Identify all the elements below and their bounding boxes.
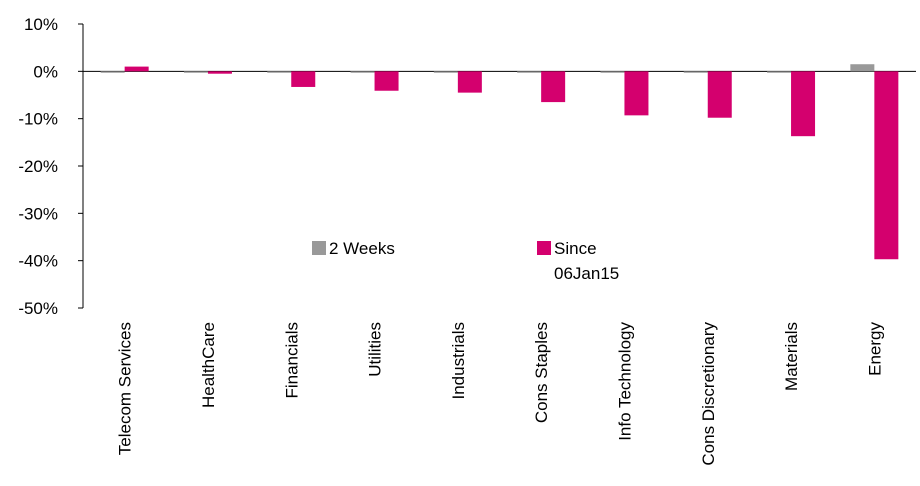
axes	[78, 23, 916, 309]
bar-since-06jan15	[124, 66, 149, 72]
x-tick-label: Telecom Services	[116, 322, 135, 455]
y-tick-label: -40%	[18, 252, 58, 271]
bars	[100, 64, 899, 260]
bar-since-06jan15	[791, 71, 816, 137]
bar-two-weeks	[767, 71, 792, 73]
legend: 2 Weeks Since 06Jan15	[312, 239, 619, 283]
y-tick-labels: 10% 0% -10% -20% -30% -40% -50%	[18, 15, 58, 318]
bar-two-weeks	[517, 71, 542, 73]
bar-since-06jan15	[541, 71, 566, 103]
bar-two-weeks	[683, 71, 708, 73]
bar-since-06jan15	[707, 71, 732, 118]
x-tick-label: Energy	[865, 322, 884, 376]
bar-two-weeks	[183, 71, 208, 73]
y-tick-label: -30%	[18, 204, 58, 223]
bar-two-weeks	[267, 71, 292, 73]
y-tick-label: -20%	[18, 157, 58, 176]
x-tick-labels: Telecom Services HealthCare Financials Util…	[116, 322, 885, 466]
bar-since-06jan15	[291, 71, 316, 87]
x-tick-label: Cons Staples	[532, 322, 551, 423]
bar-two-weeks	[350, 71, 375, 73]
bar-since-06jan15	[624, 71, 649, 116]
legend-swatch	[312, 241, 326, 255]
x-tick-label: Financials	[282, 322, 301, 399]
y-tick-label: -50%	[18, 299, 58, 318]
legend-label: 2 Weeks	[329, 239, 395, 258]
bar-since-06jan15	[207, 71, 232, 74]
bar-two-weeks	[100, 71, 125, 73]
x-tick-label: Info Technology	[615, 322, 634, 441]
bar-since-06jan15	[374, 71, 399, 91]
bar-since-06jan15	[874, 71, 899, 260]
bar-two-weeks	[433, 71, 458, 73]
legend-label: Since	[554, 239, 597, 258]
x-tick-label: Industrials	[449, 322, 468, 399]
x-tick-label: Materials	[782, 322, 801, 391]
x-tick-label: HealthCare	[199, 322, 218, 408]
bar-since-06jan15	[457, 71, 482, 93]
y-tick-label: 0%	[33, 62, 58, 81]
bar-two-weeks	[600, 71, 625, 73]
legend-swatch	[537, 241, 551, 255]
bar-two-weeks	[850, 64, 875, 72]
x-tick-label: Utilities	[366, 322, 385, 377]
y-tick-label: -10%	[18, 110, 58, 129]
x-tick-label: Cons Discretionary	[699, 322, 718, 466]
y-tick-label: 10%	[24, 15, 58, 34]
legend-label: 06Jan15	[554, 264, 619, 283]
